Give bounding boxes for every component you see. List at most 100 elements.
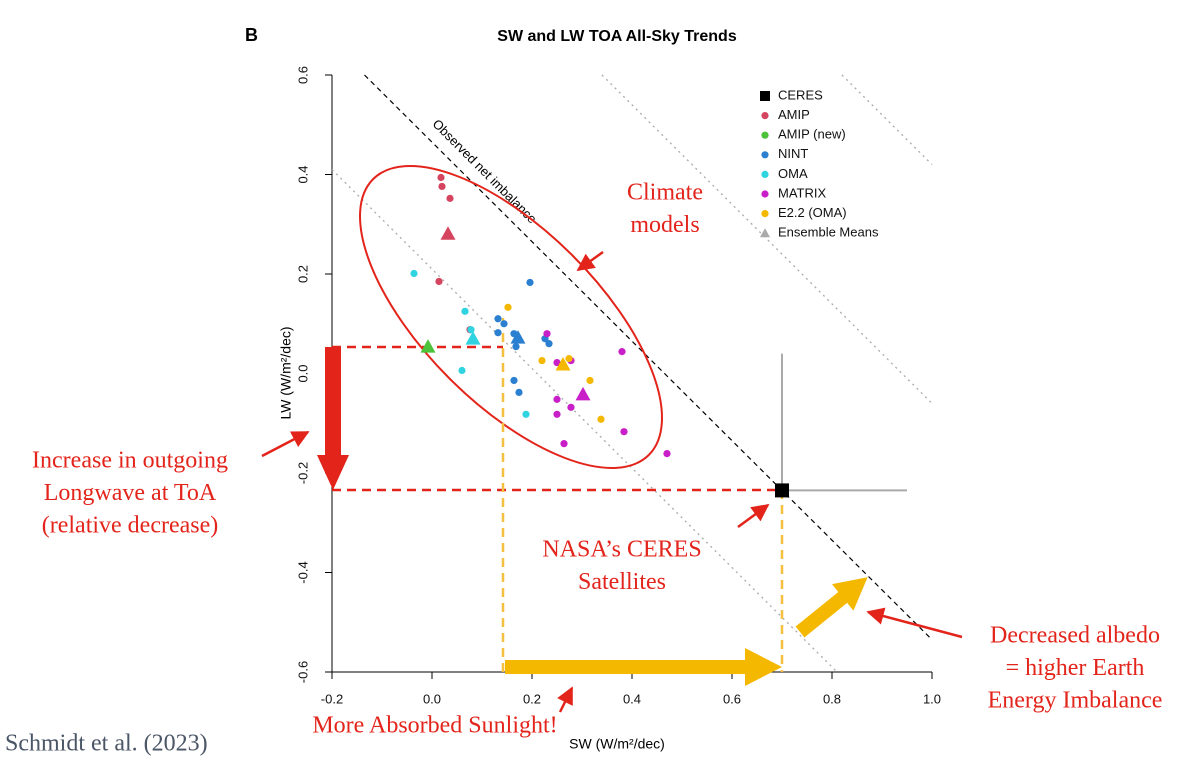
- net-imbalance-line: [364, 74, 933, 641]
- legend-marker: [761, 151, 769, 159]
- y-tick-label: -0.6: [295, 661, 310, 683]
- y-tick-label: -0.4: [295, 561, 310, 583]
- point: [458, 366, 466, 375]
- ensemble-mean: [510, 330, 526, 344]
- annotation: = higher Earth: [1006, 655, 1145, 681]
- plot-background: -0.2 0.0 0.2 0.4 0.6 0.8 1.0 -0.6 -0.4 -0.2 0.0 0.2…: [295, 66, 941, 706]
- point: [435, 277, 443, 286]
- legend-marker: [761, 131, 769, 139]
- legend-label: OMA: [778, 166, 808, 181]
- legend-label: AMIP (new): [778, 127, 846, 142]
- y-tick-label: 0.2: [295, 265, 310, 283]
- point: [567, 403, 575, 411]
- ensemble-mean: [555, 357, 571, 371]
- legend-label: E2.2 (OMA): [778, 205, 847, 220]
- x-tick-label: 1.0: [923, 691, 941, 706]
- point: [461, 307, 469, 315]
- pointer: [737, 503, 770, 529]
- point: [553, 395, 561, 403]
- y-axis-label: LW (W/m²/dec): [278, 326, 294, 419]
- point: [538, 356, 546, 365]
- down-arrow: [317, 347, 349, 490]
- point: [500, 320, 508, 328]
- ceres-point: [775, 483, 789, 498]
- point: [560, 440, 568, 448]
- pointer: [261, 430, 310, 458]
- iso-line: [331, 169, 838, 673]
- point: [597, 415, 605, 423]
- legend-label: MATRIX: [778, 185, 826, 200]
- source: Schmidt et al. (2023): [5, 731, 208, 757]
- point: [543, 330, 551, 338]
- chart-title: SW and LW TOA All-Sky Trends: [497, 28, 737, 45]
- legend-label: NINT: [778, 146, 808, 161]
- arrow-shape: [795, 577, 868, 638]
- marks: [410, 173, 789, 498]
- right-arrow: [505, 648, 782, 686]
- ensemble-mean: [420, 339, 436, 353]
- point: [515, 388, 523, 397]
- annotation: Satellites: [578, 569, 666, 595]
- iso-line: [601, 74, 933, 404]
- iso-line: [841, 74, 933, 166]
- legend-marker: [761, 170, 769, 178]
- legend-marker: [760, 228, 770, 238]
- x-axis-label: SW (W/m²/dec): [569, 736, 665, 752]
- x-tick-label: 0.2: [523, 691, 541, 706]
- point: [620, 428, 628, 436]
- x-tick-label: -0.2: [321, 691, 343, 706]
- annotation: Longwave at ToA: [44, 480, 217, 506]
- point: [437, 173, 445, 182]
- pointer: [866, 607, 963, 639]
- legend-marker: [761, 210, 769, 218]
- legend-marker: [760, 91, 770, 101]
- point: [663, 449, 671, 458]
- y-tick-label: 0.0: [295, 364, 310, 382]
- legend-label: Ensemble Means: [778, 225, 879, 240]
- point: [526, 278, 534, 287]
- point: [618, 348, 626, 356]
- annotation: Decreased albedo: [990, 623, 1160, 649]
- x-tick-label: 0.4: [623, 691, 641, 706]
- point: [446, 194, 454, 202]
- models-ellipse: [359, 165, 663, 469]
- legend-label: CERES: [778, 87, 823, 102]
- legend-marker: [761, 112, 769, 120]
- y-tick-label: 0.6: [295, 66, 310, 84]
- x-tick-label: 0.8: [823, 691, 841, 706]
- point: [545, 340, 553, 348]
- point: [586, 376, 594, 385]
- point: [553, 358, 561, 367]
- diagonal-arrow: [795, 577, 868, 638]
- annotation: More Absorbed Sunlight!: [312, 713, 557, 739]
- point: [410, 269, 418, 278]
- legend-label: AMIP: [778, 107, 810, 122]
- point: [553, 410, 561, 418]
- pointer: [557, 686, 574, 713]
- point: [504, 303, 512, 311]
- pointer: [576, 250, 604, 272]
- point: [438, 182, 446, 191]
- annotation: NASA’s CERES: [542, 537, 701, 563]
- annotation: (relative decrease): [42, 513, 219, 539]
- point: [467, 326, 475, 334]
- y-tick-label: 0.4: [295, 165, 310, 183]
- annotation: models: [630, 212, 699, 238]
- point: [494, 315, 502, 323]
- point: [494, 329, 502, 337]
- legend-marker: [761, 190, 769, 198]
- point: [510, 376, 518, 385]
- y-tick-label: -0.2: [295, 462, 310, 484]
- point: [565, 354, 573, 363]
- x-tick-label: 0.0: [423, 691, 441, 706]
- annotation: Energy Imbalance: [988, 688, 1163, 714]
- annotation: Increase in outgoing: [32, 448, 228, 474]
- ensemble-mean: [465, 331, 481, 345]
- point: [522, 410, 530, 418]
- panel-label: B: [245, 25, 258, 45]
- ensemble-mean: [575, 386, 591, 401]
- point: [512, 343, 520, 351]
- ensemble-mean: [440, 226, 456, 240]
